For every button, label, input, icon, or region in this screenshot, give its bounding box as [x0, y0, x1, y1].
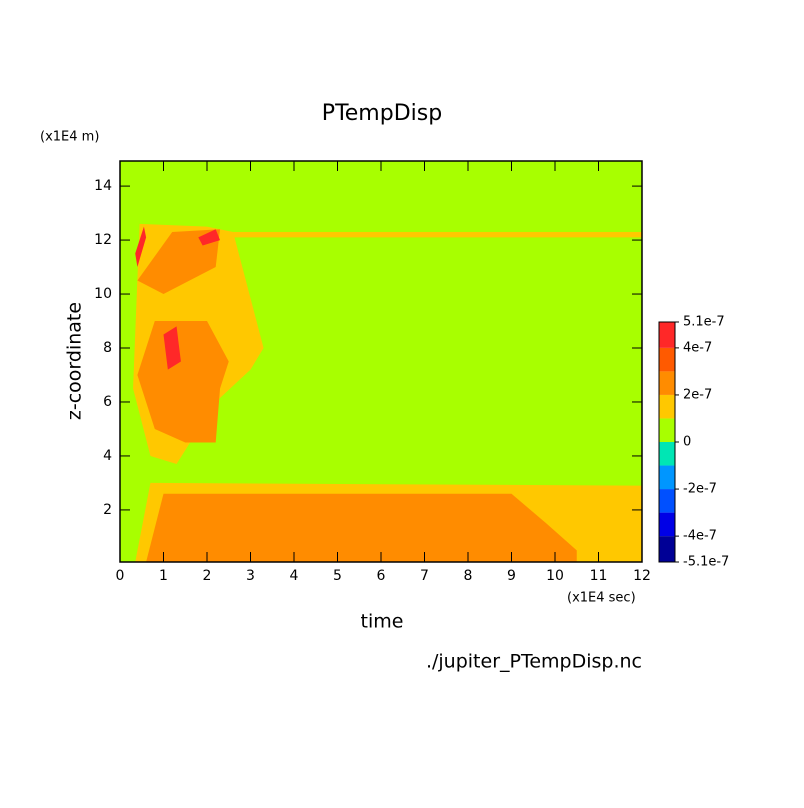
colorbar-band — [659, 371, 675, 395]
source-file: ./jupiter_PTempDisp.nc — [426, 651, 642, 673]
colorbar-band — [659, 394, 675, 419]
x-tick-label: 1 — [159, 568, 168, 584]
x-tick-label: 12 — [633, 568, 651, 584]
colorbar-band — [659, 512, 675, 537]
colorbar-band — [659, 322, 675, 348]
x-tick-label: 6 — [377, 568, 386, 584]
y-tick-label: 14 — [94, 178, 112, 194]
x-tick-label: 2 — [203, 568, 212, 584]
colorbar-tick-label: -5.1e-7 — [683, 555, 729, 570]
x-tick-label: 4 — [290, 568, 299, 584]
contour-region — [137, 321, 229, 443]
colorbar-tick-label: 0 — [683, 435, 691, 450]
y-tick-label: 8 — [103, 340, 112, 356]
x-unit: (x1E4 sec) — [567, 591, 636, 606]
x-tick-label: 3 — [246, 568, 255, 584]
x-tick-label: 11 — [590, 568, 608, 584]
y-axis-label: z-coordinate — [64, 302, 86, 420]
contour-region — [137, 229, 221, 295]
colorbar-band — [659, 442, 675, 466]
x-tick-label: 5 — [333, 568, 342, 584]
colorbar-band — [659, 489, 675, 513]
contour-region — [198, 229, 221, 246]
y-tick-label: 4 — [103, 448, 112, 464]
y-tick-label: 12 — [94, 232, 112, 248]
colorbar-band — [659, 418, 675, 442]
colorbar-tick-label: 2e-7 — [683, 387, 712, 402]
x-tick-label: 8 — [464, 568, 473, 584]
colorbar-band — [659, 347, 675, 372]
y-tick-label: 10 — [94, 286, 112, 302]
contour-region — [135, 226, 147, 268]
colorbar-band — [659, 536, 675, 562]
colorbar-tick-label: 4e-7 — [683, 340, 712, 355]
contour-region — [163, 326, 181, 370]
x-tick-label: 7 — [420, 568, 429, 584]
contour-region — [146, 493, 577, 562]
colorbar-tick-label: 5.1e-7 — [683, 315, 725, 330]
x-tick-label: 10 — [546, 568, 564, 584]
colorbar-tick-label: -2e-7 — [683, 482, 717, 497]
colorbar-band — [659, 465, 675, 490]
chart-title: PTempDisp — [322, 101, 442, 126]
y-tick-label: 2 — [103, 502, 112, 518]
x-tick-label: 0 — [116, 568, 125, 584]
contour-region — [233, 231, 642, 238]
x-tick-label: 9 — [507, 568, 516, 584]
y-tick-label: 6 — [103, 394, 112, 410]
x-axis-label: time — [361, 611, 404, 633]
y-unit: (x1E4 m) — [40, 130, 99, 145]
colorbar-tick-label: -4e-7 — [683, 529, 717, 544]
